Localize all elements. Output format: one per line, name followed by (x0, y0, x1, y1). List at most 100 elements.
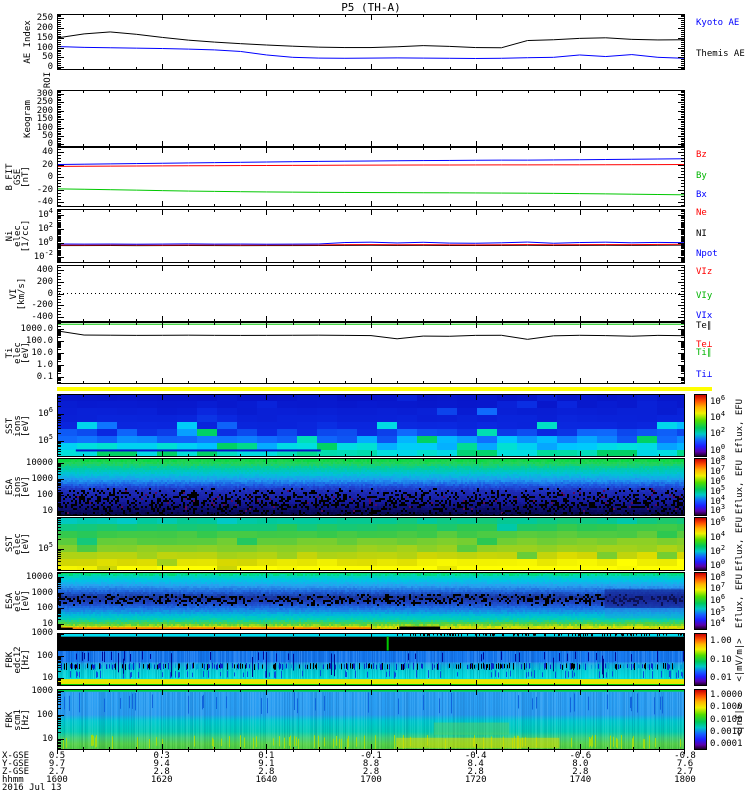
axis-value-X-GSE-2: 0.1 (258, 751, 275, 761)
axis-value-Z-GSE-0: 2.7 (48, 767, 66, 777)
ytick-keo-2: 200 (36, 105, 53, 116)
ytick-ti-1: 100.0 (25, 336, 53, 347)
panel-canvas-ae (57, 14, 685, 70)
ytick-fbk_e-2: 10 (42, 673, 53, 684)
axis-value-Z-GSE-1: 2.8 (153, 767, 170, 777)
cbtick-esa_i-2: 106 (710, 473, 726, 487)
cbtick-esa_e-1: 107 (710, 581, 726, 595)
ytick-ti-3: 1.0 (36, 359, 53, 370)
ytick-bfit-2: 0 (47, 172, 53, 182)
cbunit-fbk_b: <|nT|> (735, 703, 745, 736)
axis-value-X-GSE-3: -0.1 (360, 751, 382, 761)
ytick-ae-2: 150 (36, 32, 53, 43)
axis-value-Y-GSE-1: 9.4 (153, 759, 170, 769)
axis-value-hhmm-3: 1700 (360, 775, 382, 785)
cbtick-sst_i-0: 106 (710, 393, 726, 407)
legend-ti-3: Ti⊥ (696, 370, 713, 381)
legend-ni-2: Npot (696, 249, 718, 260)
legend-ti-0: Te∥ (696, 321, 712, 332)
ytick-fbk_e-0: 1000 (31, 628, 53, 638)
ytick-ae-1: 200 (36, 23, 53, 34)
legend-bfit-2: Bx (696, 190, 707, 201)
axis-value-X-GSE-0: 0.5 (48, 751, 66, 761)
axis-value-Z-GSE-3: 2.8 (362, 767, 380, 777)
ytick-bfit-4: -40 (36, 197, 53, 207)
cbtick-esa_i-4: 104 (710, 493, 726, 507)
panel-canvas-fbk_e (57, 633, 685, 686)
ytick-vi-0: 400 (36, 264, 53, 275)
cbtick-esa_e-4: 104 (710, 616, 726, 630)
axis-row-label-Z-GSE: Z-GSE (2, 767, 30, 777)
axis-value-Z-GSE-2: 2.8 (258, 767, 275, 777)
axis-value-Y-GSE-5: 8.0 (572, 759, 589, 769)
panel-canvas-fbk_b (57, 689, 685, 750)
legend-ti-2: Ti∥ (696, 348, 712, 359)
ytick-esa_e-2: 100 (36, 603, 53, 614)
ytick-fbk_b-0: 1000 (31, 686, 53, 697)
ytick-fbk_b-1: 100 (36, 710, 53, 721)
panel-canvas-bfit (57, 147, 685, 207)
cbunit-sst_i: Eflux, EFU (735, 398, 745, 453)
bottom-axis-ticks (57, 750, 685, 755)
axis-value-hhmm-2: 1640 (255, 775, 278, 785)
ytick-esa_i-1: 1000 (31, 473, 53, 484)
axis-value-X-GSE-4: -0.4 (464, 751, 487, 761)
cbunit-esa_i: Eflux, EFU (735, 459, 745, 515)
cbtick-sst_e-0: 106 (710, 515, 726, 529)
legend-vi-0: VIz (696, 266, 713, 277)
ylabel-roi: ROI (43, 71, 53, 89)
legend-ae-0: Kyoto AE (696, 18, 740, 29)
cbtick-sst_i-2: 102 (710, 426, 726, 440)
ytick-ae-0: 250 (36, 13, 53, 24)
ytick-fbk_e-1: 100 (36, 650, 53, 661)
ytick-ae-4: 50 (42, 52, 53, 63)
cbtick-fbk_b-1: 0.1000 (710, 702, 743, 713)
axis-value-hhmm-6: 1800 (674, 775, 696, 785)
axis-row-label-hhmm: hhmm (2, 775, 24, 785)
axis-value-Y-GSE-0: 9.7 (48, 759, 66, 769)
axis-row-label-X-GSE: X-GSE (2, 751, 30, 761)
cbtick-esa_e-0: 108 (710, 569, 726, 583)
colorbar-esa_e (694, 572, 707, 630)
axis-value-X-GSE-5: -0.6 (569, 751, 592, 761)
cbunit-esa_e: Eflux, EFU (735, 573, 745, 629)
cbtick-esa_i-1: 107 (710, 463, 726, 477)
panel-canvas-sst_e (57, 517, 685, 571)
cbtick-fbk_b-4: 0.0001 (710, 738, 743, 749)
cbtick-fbk_e-0: 1.00 (710, 635, 732, 646)
ytick-keo-4: 100 (36, 122, 53, 133)
legend-vi-2: VIx (696, 311, 713, 322)
cbtick-esa_e-3: 105 (710, 604, 726, 618)
axis-value-hhmm-5: 1740 (569, 775, 592, 785)
colorbar-sst_i (694, 394, 707, 457)
axis-value-Z-GSE-5: 2.8 (572, 767, 589, 777)
ytick-bfit-1: 20 (42, 159, 53, 170)
ytick-sst_i-1: 105 (37, 432, 53, 446)
panel-canvas-esa_i (57, 458, 685, 516)
ytick-vi-3: -200 (31, 300, 53, 311)
ytick-ae-5: 0 (47, 62, 53, 73)
ytick-keo-6: 0 (47, 139, 53, 150)
ytick-sst_e-0: 105 (37, 540, 53, 554)
ytick-bfit-0: 40 (42, 147, 53, 157)
ytick-ni-0: 104 (37, 206, 53, 220)
axis-value-Y-GSE-3: 8.8 (362, 759, 380, 769)
ytick-vi-4: -400 (31, 312, 53, 323)
axis-value-Z-GSE-6: 2.7 (676, 767, 694, 777)
ytick-keo-0: 300 (36, 88, 53, 99)
ytick-ni-1: 102 (37, 220, 53, 234)
cbunit-fbk_e: <|mV/m|> (735, 637, 745, 682)
panel-canvas-sst_i (57, 394, 685, 457)
ytick-sst_i-0: 106 (37, 405, 53, 419)
ytick-fbk_b-2: 10 (42, 734, 53, 745)
ytick-ae-3: 100 (36, 42, 53, 53)
cbtick-fbk_b-0: 1.0000 (710, 690, 743, 701)
panel-canvas-ti (57, 322, 685, 384)
separator-bar (57, 387, 712, 391)
cbtick-esa_i-0: 108 (710, 454, 726, 468)
panel-canvas-ni (57, 209, 685, 263)
plot-title: P5 (TH-A) (341, 1, 401, 14)
cbtick-sst_e-2: 102 (710, 543, 726, 557)
ytick-ti-0: 1000.0 (20, 324, 53, 335)
